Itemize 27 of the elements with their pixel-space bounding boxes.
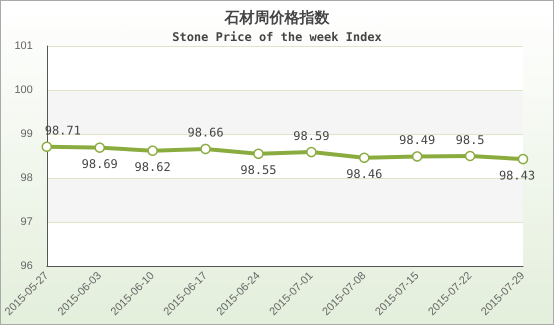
- data-label: 98.46: [346, 167, 382, 182]
- point: [412, 151, 422, 162]
- y-tick-label: 97: [20, 216, 33, 228]
- data-label: 98.49: [399, 133, 436, 148]
- y-tick-label: 101: [14, 40, 33, 52]
- y-tick-label: 100: [14, 84, 33, 96]
- y-tick-label: 96: [20, 260, 33, 272]
- data-label: 98.59: [293, 128, 330, 143]
- point: [147, 145, 158, 156]
- data-label: 98.66: [187, 126, 224, 140]
- data-label: 98.43: [498, 168, 536, 182]
- point: [359, 152, 370, 164]
- point: [464, 150, 476, 162]
- data-label: 98.5: [456, 132, 485, 147]
- data-label: 98.69: [82, 156, 118, 171]
- data-label: 98.62: [134, 160, 171, 174]
- y-tick-label: 98: [20, 172, 33, 184]
- chart-title: 石材周价格指数: [224, 8, 330, 26]
- point: [200, 144, 211, 154]
- point: [253, 148, 264, 160]
- point: [94, 142, 105, 153]
- chart-subtitle: Stone Price of the week Index: [172, 30, 382, 44]
- point: [306, 146, 317, 158]
- point: [42, 142, 52, 152]
- y-tick-label: 99: [20, 128, 33, 140]
- point: [518, 154, 528, 164]
- data-label: 98.55: [240, 163, 277, 178]
